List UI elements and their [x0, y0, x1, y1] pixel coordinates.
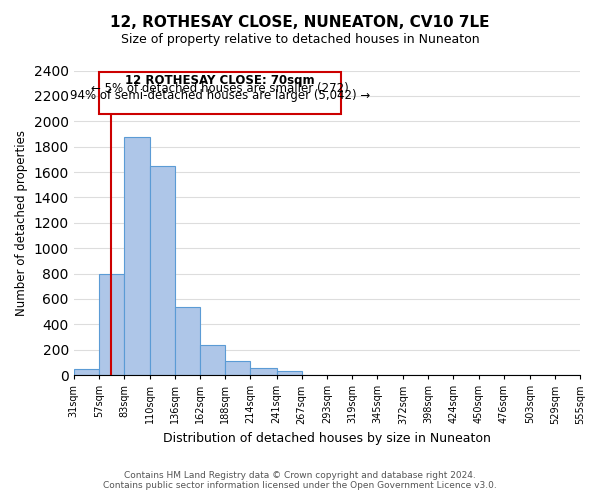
Bar — [74, 369, 99, 375]
Text: 12, ROTHESAY CLOSE, NUNEATON, CV10 7LE: 12, ROTHESAY CLOSE, NUNEATON, CV10 7LE — [110, 15, 490, 30]
Text: Size of property relative to detached houses in Nuneaton: Size of property relative to detached ho… — [121, 32, 479, 46]
Bar — [200, 346, 226, 375]
Bar — [277, 372, 302, 375]
Y-axis label: Number of detached properties: Number of detached properties — [15, 130, 28, 316]
Bar — [99, 274, 124, 375]
Bar — [226, 361, 250, 375]
FancyBboxPatch shape — [99, 72, 341, 114]
Text: 94% of semi-detached houses are larger (5,042) →: 94% of semi-detached houses are larger (… — [70, 90, 370, 102]
Bar — [124, 136, 150, 375]
Text: ← 5% of detached houses are smaller (272): ← 5% of detached houses are smaller (272… — [91, 82, 349, 94]
Bar — [250, 368, 277, 375]
Bar — [175, 306, 200, 375]
Text: Contains HM Land Registry data © Crown copyright and database right 2024.
Contai: Contains HM Land Registry data © Crown c… — [103, 470, 497, 490]
Text: 12 ROTHESAY CLOSE: 70sqm: 12 ROTHESAY CLOSE: 70sqm — [125, 74, 315, 87]
Bar — [150, 166, 175, 375]
X-axis label: Distribution of detached houses by size in Nuneaton: Distribution of detached houses by size … — [163, 432, 491, 445]
